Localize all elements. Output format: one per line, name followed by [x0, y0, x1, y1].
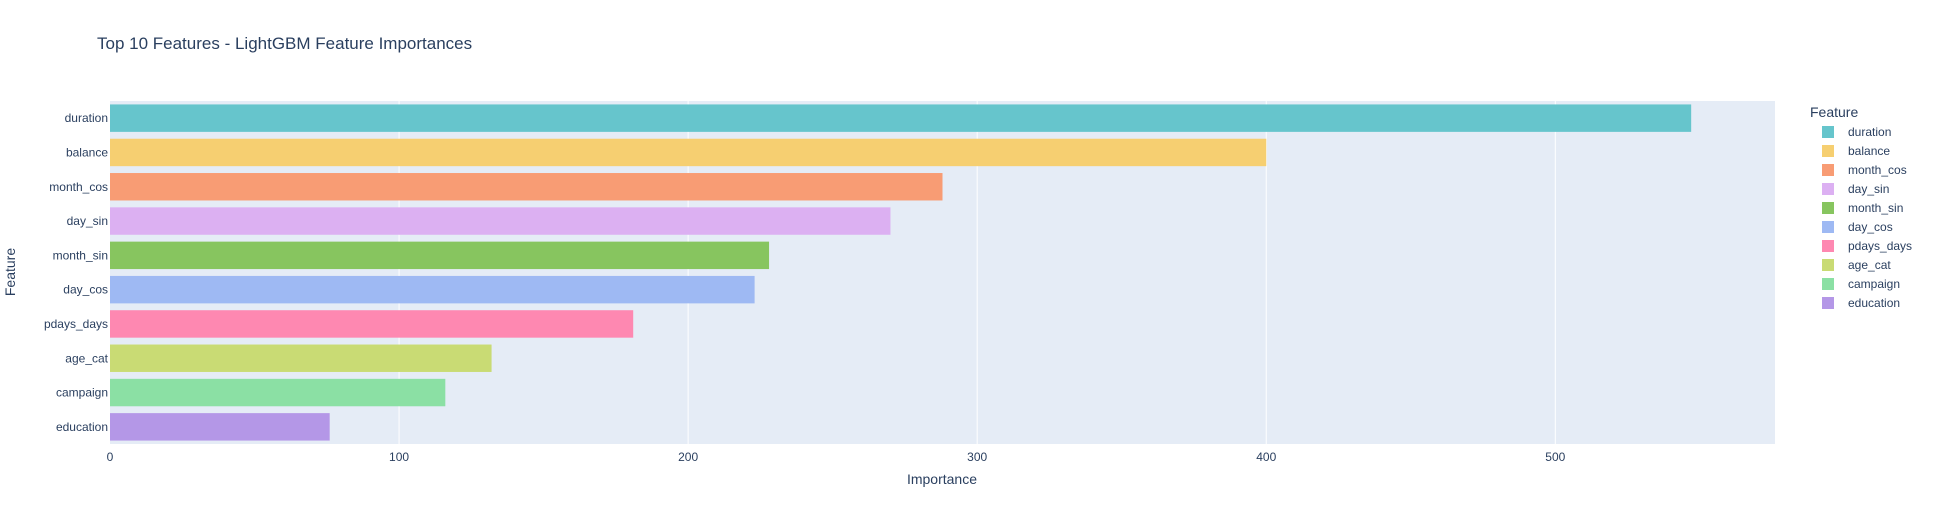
legend-swatch [1822, 278, 1834, 290]
bar-education [110, 413, 330, 441]
bar-campaign [110, 378, 446, 407]
y-tick-label: month_cos [49, 180, 108, 194]
legend-label: age_cat [1848, 258, 1891, 272]
legend: duration balance month_cos day_sin month_sin… [1822, 125, 1912, 310]
y-axis-title: Feature [2, 248, 18, 296]
x-tick-label: 100 [389, 450, 409, 464]
y-tick-label: campaign [56, 386, 108, 400]
y-tick-label: pdays_days [44, 317, 108, 331]
legend-swatch [1822, 145, 1834, 157]
legend-label: pdays_days [1848, 239, 1912, 253]
legend-label: month_sin [1848, 201, 1903, 215]
bar-balance [110, 138, 1267, 167]
y-tick-label: day_cos [63, 283, 108, 297]
legend-label: education [1848, 296, 1900, 310]
x-tick-label: 200 [678, 450, 698, 464]
y-tick-label: age_cat [65, 351, 108, 365]
bars [110, 104, 1692, 441]
legend-label: campaign [1848, 277, 1900, 291]
x-tick-label: 300 [967, 450, 987, 464]
bar-duration [110, 104, 1692, 132]
x-tick-label: 0 [107, 450, 114, 464]
legend-label: day_cos [1848, 220, 1893, 234]
bar-day_sin [110, 207, 891, 235]
bar-day_cos [110, 275, 755, 304]
legend-label: day_sin [1848, 182, 1889, 196]
legend-swatch [1822, 126, 1834, 138]
legend-label: month_cos [1848, 163, 1907, 177]
bar-pdays_days [110, 310, 634, 338]
x-tick-label: 500 [1545, 450, 1565, 464]
x-tick-labels: 0 100 200 300 400 500 [107, 450, 1566, 464]
legend-label: balance [1848, 144, 1890, 158]
legend-swatch [1822, 183, 1834, 195]
legend-swatch [1822, 240, 1834, 252]
bar-month_cos [110, 173, 943, 201]
legend-swatch [1822, 221, 1834, 233]
x-tick-label: 400 [1256, 450, 1276, 464]
chart-title: Top 10 Features - LightGBM Feature Impor… [97, 34, 472, 53]
legend-label: duration [1848, 125, 1891, 139]
legend-title: Feature [1810, 104, 1858, 120]
y-tick-label: month_sin [53, 248, 108, 262]
y-tick-label: duration [65, 111, 108, 125]
bar-age_cat [110, 344, 492, 372]
legend-swatch [1822, 259, 1834, 271]
y-tick-labels: duration balance month_cos day_sin month_sin… [44, 111, 109, 434]
y-tick-label: day_sin [67, 214, 108, 228]
y-tick-label: balance [66, 145, 108, 159]
bar-month_sin [110, 241, 770, 270]
legend-swatch [1822, 202, 1834, 214]
y-tick-label: education [56, 420, 108, 434]
legend-swatch [1822, 297, 1834, 309]
legend-swatch [1822, 164, 1834, 176]
x-axis-title: Importance [907, 471, 977, 487]
